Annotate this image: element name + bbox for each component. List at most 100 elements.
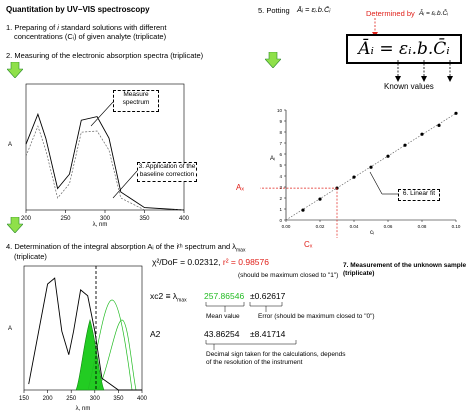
step-1-prefix: 1. Preparing of [6,23,56,32]
x-tick-label-2: 0.02 [316,224,325,229]
xc2-value: 257.86546 [204,291,245,301]
x-tick-label-1: 300 [100,216,111,222]
x-tick-label-3: 200 [43,396,54,402]
x-tick-label-3: 400 [137,396,148,402]
x-ticks-2: 0.00 0.02 0.04 0.06 0.08 0.10 [282,220,461,229]
calibration-point [454,111,458,115]
error-note: Error (should be maximum closed to "0") [258,313,375,320]
r2-label: r² = [222,257,236,267]
baseline-callout: 3. Application of the baseline correctio… [137,162,197,182]
a2-label: A2 [150,329,161,339]
calibration-point [318,197,322,201]
x-tick-label-2: 0.00 [282,224,291,229]
spectrum-line-dashed [25,125,184,211]
x-tick-label-3: 300 [90,396,101,402]
r2-value: 0.98576 [238,257,269,267]
determined-by-equation: Āᵢ = εᵢ.b.C̄ᵢ [419,10,448,17]
known-values-label: Known values [384,82,434,91]
y-tick-label-2: 10 [277,108,283,113]
page-title: Quantitation by UV–VIS spectroscopy [6,5,150,14]
cx-label: Cₓ [304,240,313,249]
x-axis-label-2: cᵢ [370,230,374,236]
step-4-line-2: (triplicate) [14,252,47,261]
y-tick-label-2: 7 [279,141,282,146]
xc2-row: xc2 ≡ λmax [150,292,187,306]
x-ticks-3: 150 200 250 300 350 400 [19,390,148,402]
y-tick-label-2: 8 [279,130,282,135]
step-1-line-1: 1. Preparing of i standard solutions wit… [6,23,166,32]
decimal-bracket [205,340,297,350]
y-tick-label-2: 6 [279,152,282,157]
x-tick-label-1: 250 [60,216,71,222]
x-tick-label-1: 400 [179,216,190,222]
r2-note: (should be maximum closed to "1") [238,272,339,279]
xc2-error: ±0.62617 [250,291,286,301]
y-axis-label-2: Aᵢ [270,156,275,162]
measure-spectrum-callout: Measure spectrum [113,90,159,112]
x-tick-label-2: 0.06 [384,224,393,229]
step-1-rest: standard solutions with different [61,23,167,32]
spectrum-line-3 [28,277,142,391]
x-tick-label-2: 0.08 [418,224,427,229]
calibration-point [386,154,390,158]
decimal-note-2: of the resolution of the instrument [206,359,303,366]
x-tick-label-3: 350 [113,396,124,402]
calibration-point [352,175,356,179]
green-arrow-1 [7,62,23,78]
x-tick-label-1: 200 [21,216,32,222]
known-values-arrows [395,60,453,82]
y-ticks-2: 0 1 2 3 4 5 6 7 8 9 10 [277,108,286,223]
y-tick-label-2: 3 [279,185,282,190]
step-4-line-1: 4. Determination of the integral absorpt… [6,242,245,256]
calibration-point [369,165,373,169]
annotation-brackets [205,302,283,312]
step-1-line-2: concentrations (Cᵢ) of given analyte (tr… [14,32,167,41]
xc2-sub: max [177,297,187,304]
calibration-chart: 0 1 2 3 4 5 6 7 8 9 10 0.00 0.02 0.04 0.06 0.08 0.10 Aᵢ… [260,108,461,238]
spectrum-chart-1: A 200 250 300 350 400 λ, nm [8,83,190,228]
y-tick-label-2: 2 [279,196,282,201]
calibration-point [403,143,407,147]
x-tick-label-2: 0.10 [452,224,461,229]
x-tick-label-3: 150 [19,396,30,402]
linear-fit-pointer [369,171,398,195]
step-1-i: i [57,23,59,32]
y-axis-label-3: A [8,326,12,332]
gaussian-peak-fill [75,318,105,391]
a2-value: 43.86254 [204,329,240,339]
linear-fit-callout: 6. Linear fit [398,189,440,201]
step-2-label: 2. Measuring of the electronic absorptio… [6,51,204,60]
y-tick-label-2: 4 [279,174,282,179]
y-tick-label-2: 5 [279,163,282,168]
spectrum-chart-2: A 150 200 250 300 350 400 λ, nm [8,265,148,412]
step-7-label: 7. Measurement of the unknown sample (tr… [343,262,467,277]
spectrum-line-solid [25,112,185,211]
green-arrow-3 [265,52,281,68]
calibration-point [437,123,441,127]
gaussian-peak-3 [97,319,137,391]
equation-box: Āᵢ = εᵢ.b.C̄ᵢ [346,34,462,64]
y-tick-label-2: 9 [279,119,282,124]
chi-row: χ²/DoF = 0.02312, r² = 0.98576 [152,258,269,267]
determined-by-label: Determined by [366,9,415,18]
mean-note: Mean value [206,313,240,320]
baseline-pointer [112,170,138,199]
x-tick-label-2: 0.04 [350,224,359,229]
chi-value: 0.02312, [187,257,221,267]
x-axis-label-1: λ, nm [93,222,108,228]
gaussian-peak-2 [87,299,133,391]
x-tick-label-3: 250 [66,396,77,402]
step-4-sub: max [236,247,246,254]
ax-label: Aₓ [236,183,244,192]
x-axis-label-3: λ, nm [76,406,91,412]
equation-small: Āᵢ = εᵢ.b.C̄ᵢ [297,5,331,14]
chi-label: χ²/DoF = [152,257,186,267]
measure-pointer [90,101,114,127]
xc2-label: xc2 ≡ λ [150,291,178,301]
decimal-note-1: Decimal sign taken for the calculations,… [206,351,346,358]
y-tick-label-2: 1 [279,207,282,212]
equation-big: Āᵢ = εᵢ.b.C̄ᵢ [358,39,450,59]
y-axis-label-1: A [8,142,12,148]
step-5-label: 5. Potting [258,6,290,15]
y-tick-label-2: 0 [279,218,282,223]
